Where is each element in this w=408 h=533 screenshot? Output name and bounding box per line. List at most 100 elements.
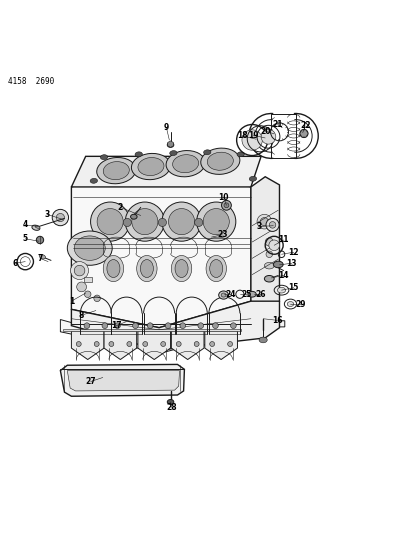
Ellipse shape (167, 142, 174, 147)
Polygon shape (63, 328, 241, 331)
Text: 9: 9 (164, 123, 169, 132)
Ellipse shape (259, 337, 267, 343)
Ellipse shape (166, 150, 205, 177)
Text: 17: 17 (111, 321, 122, 330)
Ellipse shape (219, 291, 228, 299)
Ellipse shape (180, 323, 186, 328)
Ellipse shape (131, 154, 171, 180)
Text: 21: 21 (272, 120, 283, 129)
Ellipse shape (171, 255, 192, 281)
Text: 18: 18 (237, 132, 248, 140)
Ellipse shape (237, 152, 244, 157)
Ellipse shape (77, 282, 86, 292)
Polygon shape (71, 156, 261, 187)
Ellipse shape (91, 202, 130, 241)
Polygon shape (251, 177, 279, 309)
Ellipse shape (125, 202, 164, 241)
Ellipse shape (173, 155, 199, 173)
Polygon shape (60, 320, 285, 353)
Ellipse shape (71, 262, 89, 279)
Ellipse shape (204, 150, 211, 155)
Ellipse shape (213, 323, 218, 328)
Text: 12: 12 (288, 248, 299, 257)
Ellipse shape (32, 225, 40, 230)
Text: 4158  2690: 4158 2690 (8, 77, 54, 86)
Ellipse shape (198, 323, 204, 328)
Ellipse shape (201, 148, 240, 174)
Ellipse shape (132, 208, 158, 235)
Ellipse shape (273, 261, 283, 268)
Ellipse shape (169, 208, 195, 235)
Ellipse shape (56, 213, 64, 222)
Polygon shape (84, 277, 92, 282)
Text: 10: 10 (218, 192, 229, 201)
Ellipse shape (203, 208, 229, 235)
Text: 3: 3 (44, 210, 49, 219)
Ellipse shape (287, 302, 294, 306)
Ellipse shape (147, 323, 153, 328)
Ellipse shape (249, 176, 257, 181)
Ellipse shape (265, 238, 273, 246)
Ellipse shape (195, 219, 203, 227)
Polygon shape (71, 160, 251, 328)
Polygon shape (171, 331, 204, 360)
Polygon shape (60, 365, 184, 396)
Text: 3: 3 (257, 222, 262, 231)
Ellipse shape (206, 255, 226, 281)
Ellipse shape (94, 295, 100, 302)
Text: 29: 29 (296, 300, 306, 309)
Polygon shape (300, 130, 308, 137)
Ellipse shape (35, 225, 40, 228)
Ellipse shape (194, 342, 199, 346)
Text: 7: 7 (37, 254, 43, 263)
Ellipse shape (207, 152, 233, 170)
Ellipse shape (269, 222, 276, 228)
Ellipse shape (175, 260, 188, 278)
Ellipse shape (260, 217, 268, 225)
Ellipse shape (84, 291, 91, 297)
Ellipse shape (167, 400, 174, 405)
Ellipse shape (165, 323, 171, 328)
Ellipse shape (109, 342, 114, 346)
Text: 6: 6 (13, 259, 18, 268)
Ellipse shape (242, 130, 262, 150)
Polygon shape (168, 141, 173, 147)
Text: 26: 26 (256, 290, 266, 298)
Text: 23: 23 (217, 230, 228, 239)
Text: 14: 14 (278, 271, 289, 280)
Text: 22: 22 (300, 121, 310, 130)
Text: 16: 16 (272, 316, 283, 325)
Ellipse shape (135, 152, 142, 157)
Ellipse shape (138, 158, 164, 175)
Ellipse shape (102, 323, 108, 328)
Ellipse shape (74, 265, 85, 276)
Text: 2: 2 (118, 203, 123, 212)
Polygon shape (67, 370, 180, 391)
Ellipse shape (127, 342, 132, 346)
Ellipse shape (221, 293, 226, 297)
Ellipse shape (266, 219, 279, 231)
Ellipse shape (123, 219, 131, 227)
Ellipse shape (266, 251, 273, 257)
Ellipse shape (76, 342, 81, 346)
Polygon shape (71, 301, 279, 350)
Ellipse shape (97, 208, 123, 235)
Text: 5: 5 (23, 235, 28, 243)
Ellipse shape (224, 203, 229, 208)
Text: 4: 4 (23, 220, 28, 229)
Polygon shape (104, 331, 137, 360)
Ellipse shape (52, 209, 69, 225)
Ellipse shape (74, 236, 105, 261)
Ellipse shape (97, 158, 136, 184)
Text: 24: 24 (225, 290, 236, 298)
Text: 15: 15 (288, 283, 299, 292)
Ellipse shape (107, 260, 120, 278)
Ellipse shape (143, 342, 148, 346)
Text: 25: 25 (242, 290, 252, 298)
Ellipse shape (100, 155, 108, 159)
Ellipse shape (162, 202, 201, 241)
Ellipse shape (103, 161, 129, 180)
Text: 19: 19 (248, 131, 258, 140)
Ellipse shape (257, 214, 272, 229)
Polygon shape (71, 331, 104, 360)
